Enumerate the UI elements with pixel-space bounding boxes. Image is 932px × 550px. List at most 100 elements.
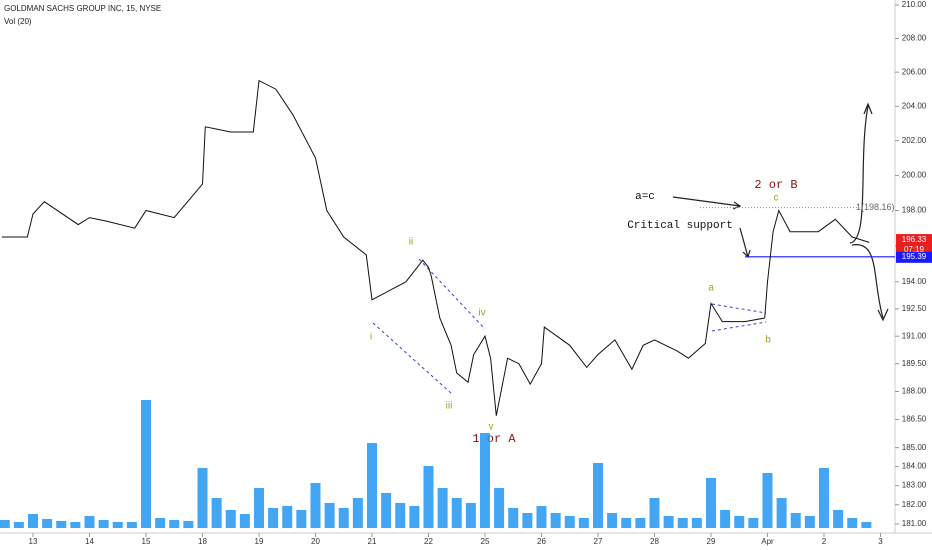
volume-bar	[395, 503, 406, 528]
hand-drawn-arrows	[672, 102, 889, 322]
volume-bar	[197, 468, 208, 528]
volume-bar	[0, 520, 10, 528]
y-tick-label: 192.50	[902, 304, 927, 313]
last-price-label: 196.33	[902, 235, 927, 244]
volume-bar	[607, 513, 618, 528]
volume-bar	[818, 468, 829, 528]
x-tick-label: 21	[368, 537, 377, 546]
x-tick-label: 28	[650, 537, 659, 546]
y-tick-label: 184.00	[902, 462, 927, 471]
wave-label: v	[489, 422, 494, 433]
volume-bar	[56, 521, 67, 528]
volume-bar	[324, 503, 335, 528]
volume-bar	[13, 522, 24, 528]
volume-bar	[126, 522, 137, 528]
x-tick-label: 20	[311, 537, 320, 546]
volume-bar	[847, 518, 858, 528]
fib-label: 1(198.16)	[856, 202, 895, 212]
y-tick-label: 206.00	[902, 67, 927, 76]
volume-bar	[310, 483, 321, 528]
volume-bar	[861, 522, 872, 528]
volume-bar	[790, 513, 801, 528]
volume-bar	[338, 508, 349, 528]
volume-bar	[550, 513, 561, 528]
x-tick-label: 19	[255, 537, 264, 546]
y-tick-label: 200.00	[902, 171, 927, 180]
note: a=c	[635, 191, 655, 203]
volume-bar	[437, 488, 448, 528]
volume-bar	[98, 520, 109, 528]
wave-label: ii	[409, 237, 413, 248]
volume-bar	[140, 400, 151, 528]
volume-bar	[268, 508, 279, 528]
volume-bar	[225, 510, 236, 528]
volume-bar	[663, 516, 674, 528]
y-tick-label: 202.00	[902, 136, 927, 145]
volume-bar	[508, 508, 519, 528]
volume-bar	[155, 518, 166, 528]
y-tick-label: 181.00	[902, 519, 927, 528]
volume-bar	[381, 493, 392, 528]
volume-bar	[42, 519, 53, 528]
volume-bar	[691, 518, 702, 528]
volume-bar	[409, 506, 420, 528]
volume-bar	[423, 466, 434, 528]
volume-bar	[776, 498, 787, 528]
volume-bar	[183, 521, 194, 528]
volume-bar	[465, 503, 476, 528]
volume-bar	[352, 498, 363, 528]
volume-bar	[27, 514, 38, 528]
volume-bar	[748, 518, 759, 528]
wave-label: iv	[478, 308, 485, 319]
volume-bar	[804, 516, 815, 528]
y-tick-label: 191.00	[902, 331, 927, 340]
volume-bar	[677, 518, 688, 528]
volume-bar	[494, 488, 505, 528]
wave-label: i	[370, 332, 372, 343]
x-tick-label: 27	[594, 537, 603, 546]
volume-bar	[564, 516, 575, 528]
note: Critical support	[627, 220, 733, 232]
volume-bar	[578, 518, 589, 528]
y-tick-label: 186.50	[902, 415, 927, 424]
volume-bar	[451, 498, 462, 528]
x-tick-label: 13	[29, 537, 38, 546]
support-label: 195.39	[902, 252, 927, 261]
price-line	[1, 79, 870, 416]
y-tick-label: 185.00	[902, 443, 927, 452]
volume-bar	[296, 510, 307, 528]
wave-count: 2 or B	[754, 178, 797, 192]
x-tick-label: 29	[707, 537, 716, 546]
volume-bar	[253, 488, 264, 528]
wave-label: iii	[446, 401, 453, 412]
volume-bar	[734, 516, 745, 528]
x-tick-label: 15	[142, 537, 151, 546]
x-tick-label: 14	[85, 537, 94, 546]
x-tick-label: 2	[822, 537, 827, 546]
y-tick-label: 204.00	[902, 101, 927, 110]
volume-bar	[536, 506, 547, 528]
volume-bar	[621, 518, 632, 528]
wave-label: c	[774, 193, 779, 204]
volume-bar	[592, 463, 603, 528]
indicator-label: Vol (20)	[4, 17, 32, 26]
y-tick-label: 194.00	[902, 277, 927, 286]
countdown: 07:19	[904, 245, 925, 254]
volume-bar	[479, 433, 490, 528]
x-tick-label: Apr	[761, 537, 774, 546]
volume-bar	[762, 473, 773, 528]
volume-bar	[649, 498, 660, 528]
x-tick-label: 3	[878, 537, 883, 546]
support-box	[896, 251, 932, 263]
volume-bar	[112, 522, 123, 528]
x-tick-label: 25	[481, 537, 490, 546]
x-tick-label: 26	[537, 537, 546, 546]
volume-bar	[239, 514, 250, 528]
wave-count: 1 or A	[472, 432, 516, 446]
volume-bar	[522, 513, 533, 528]
chart-title: GOLDMAN SACHS GROUP INC, 15, NYSE	[4, 4, 161, 13]
x-tick-label: 22	[424, 537, 433, 546]
y-tick-label: 182.00	[902, 500, 927, 509]
